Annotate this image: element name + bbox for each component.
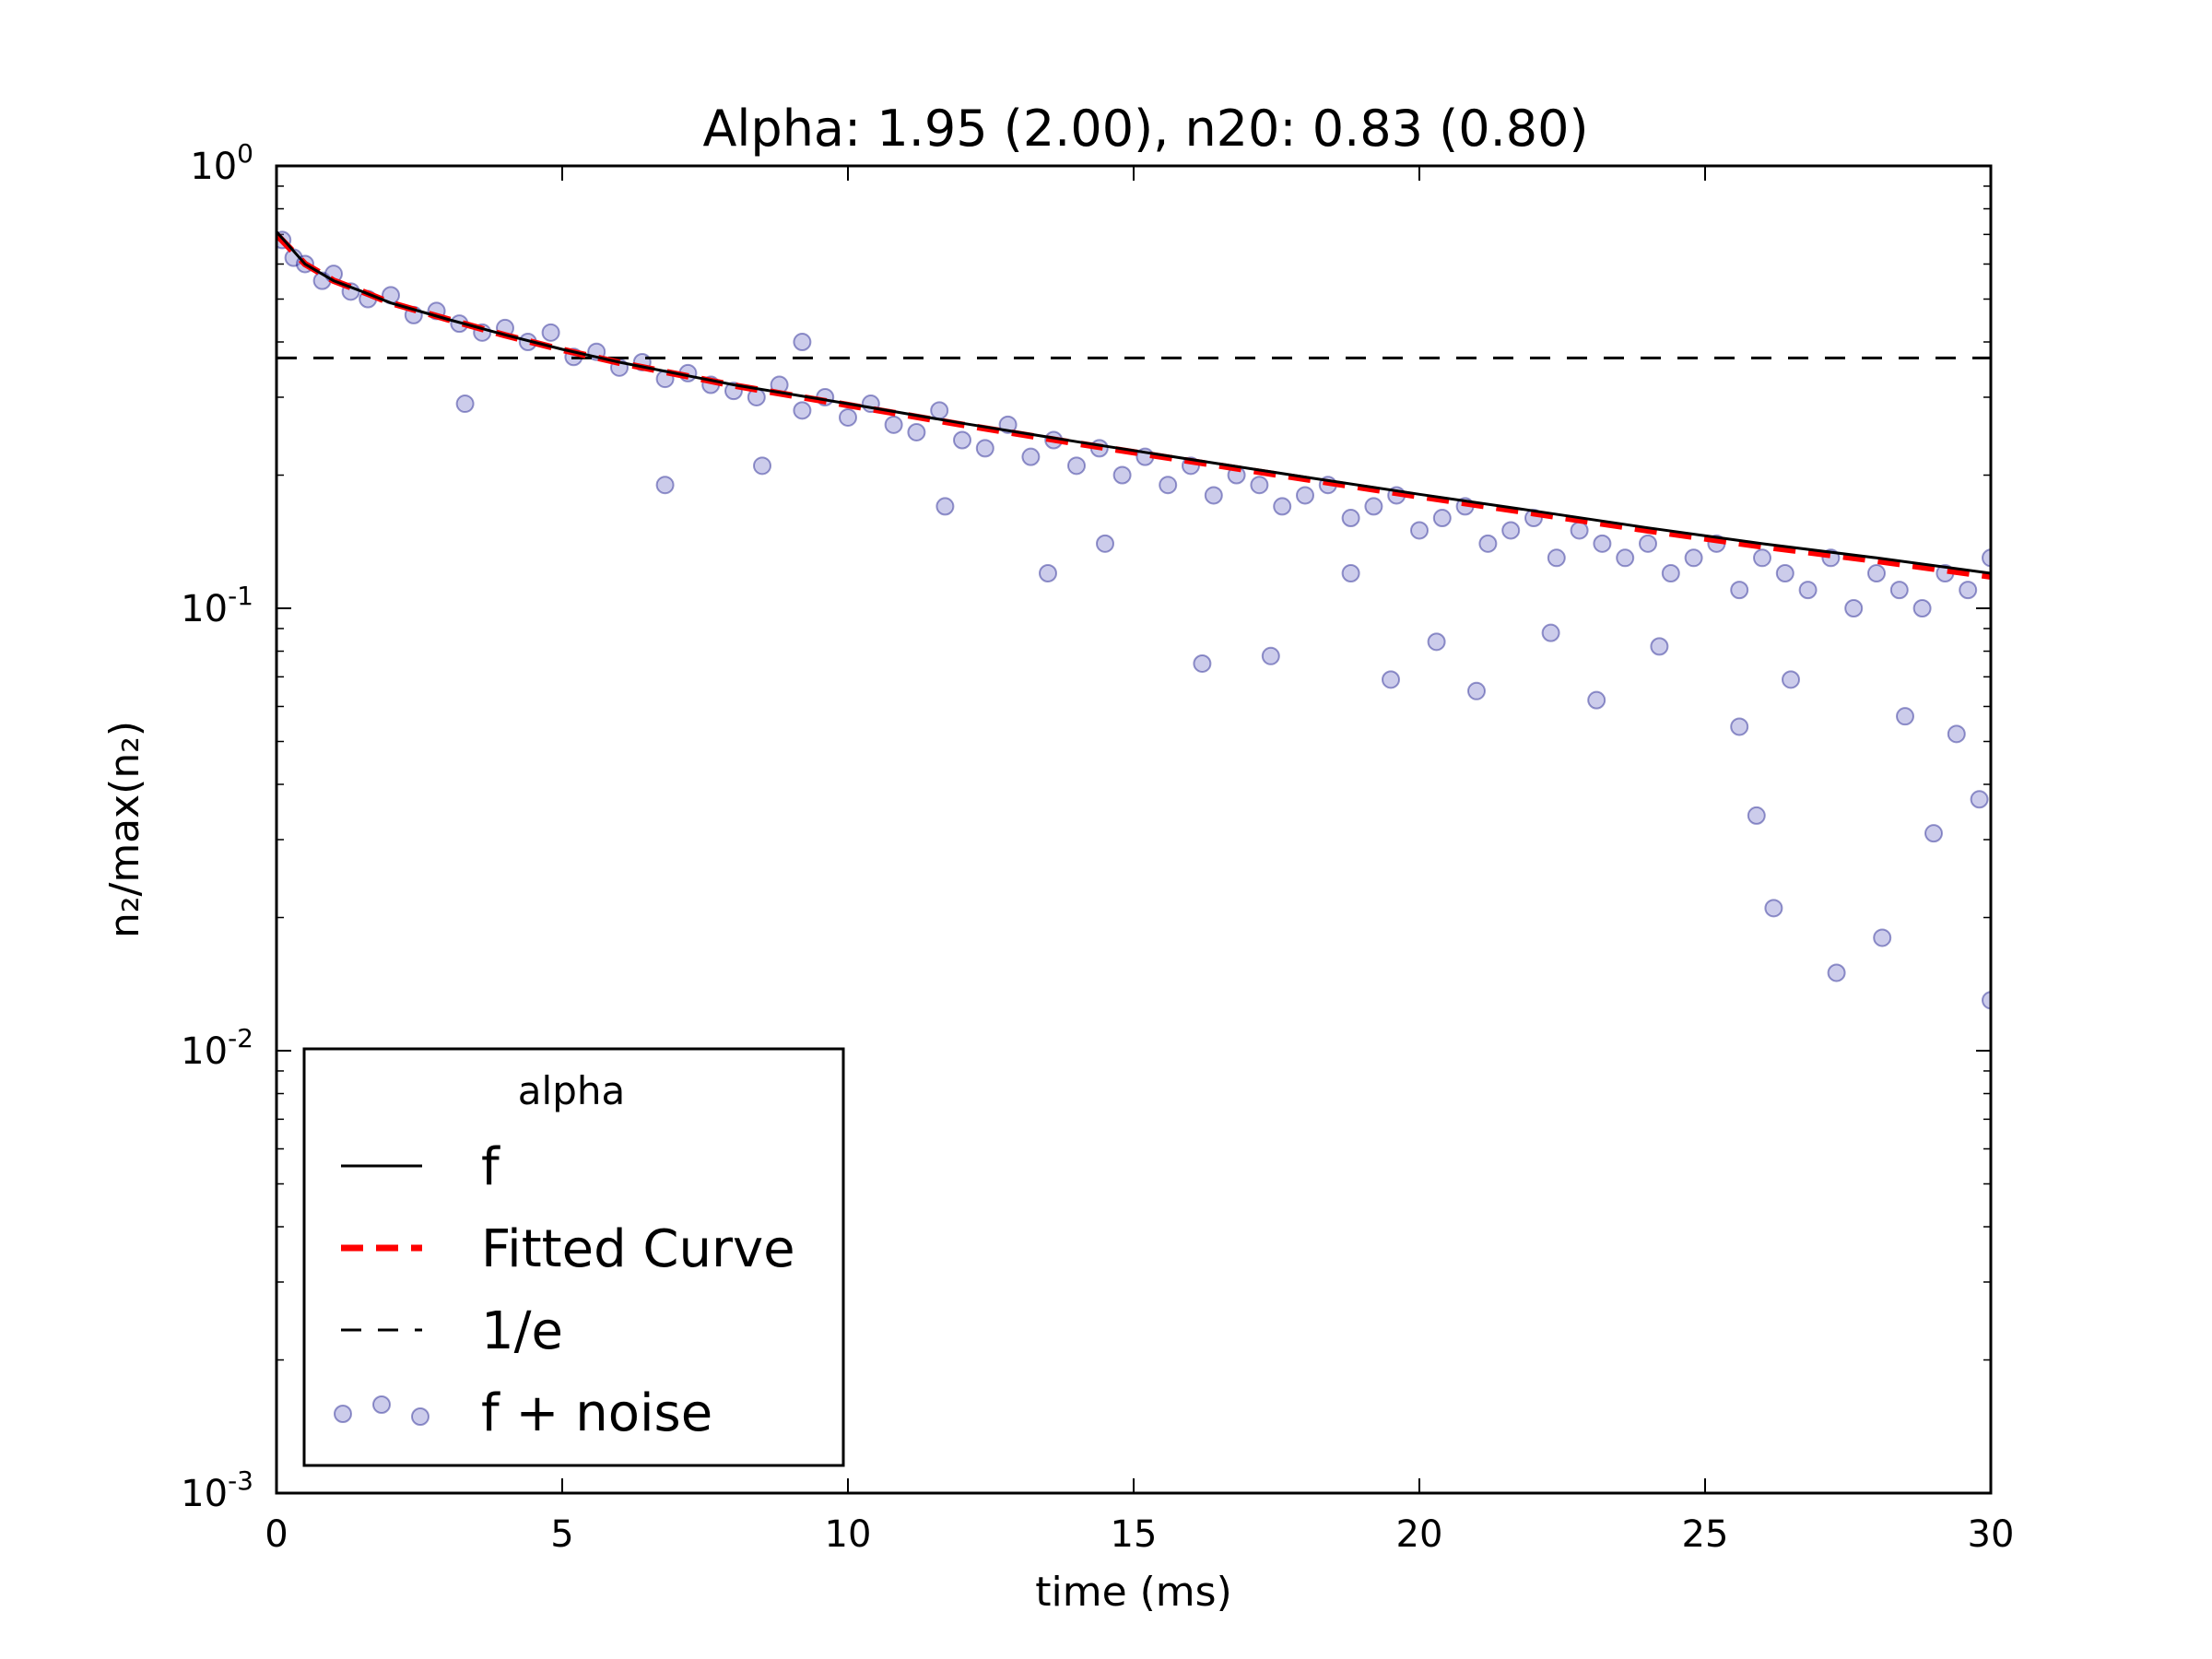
noise-point [930, 401, 949, 420]
noise-point [1467, 681, 1486, 700]
noise-point [1873, 928, 1892, 947]
noise-point [1730, 581, 1749, 600]
legend: alpha f Fitted Curve 1/e f + noise [302, 1047, 845, 1467]
noise-point [1364, 497, 1383, 516]
noise-point [793, 333, 812, 352]
noise-point [1159, 476, 1178, 495]
noise-point [953, 430, 971, 450]
noise-point [1193, 653, 1212, 673]
legend-box [302, 1047, 845, 1467]
noise-point [1889, 581, 1909, 600]
noise-point [975, 439, 994, 458]
noise-point [753, 456, 771, 476]
noise-point [1593, 534, 1612, 553]
noise-point [1204, 486, 1223, 505]
legend-label-one-over-e: 1/e [481, 1301, 563, 1361]
x-tick-label: 15 [1111, 1513, 1158, 1556]
x-tick-label: 25 [1682, 1513, 1729, 1556]
data-layer [276, 230, 1991, 1010]
noise-point [1427, 632, 1446, 652]
noise-point [1947, 724, 1966, 744]
legend-label-fitted-curve: Fitted Curve [481, 1219, 795, 1279]
noise-point [1039, 563, 1057, 582]
noise-point [1844, 599, 1864, 618]
legend-title: alpha [518, 1068, 625, 1113]
noise-point [1775, 563, 1794, 582]
noise-point [1296, 486, 1314, 505]
noise-point [1798, 581, 1818, 600]
noise-point [935, 497, 955, 516]
y-tick-label: 10-2 [181, 1023, 253, 1073]
noise-point [1867, 563, 1886, 582]
noise-point [1753, 548, 1771, 568]
noise-point [1112, 465, 1132, 485]
y-tick-label: 10-3 [181, 1465, 253, 1515]
noise-point [1747, 806, 1766, 825]
legend-swatch-marker [411, 1407, 429, 1426]
noise-point [1021, 447, 1041, 466]
noise-point [1410, 521, 1429, 540]
noise-point [1478, 534, 1498, 553]
noise-point [1501, 521, 1521, 540]
plot-frame [275, 164, 1993, 1495]
noise-point [1924, 824, 1943, 843]
noise-point [1684, 548, 1703, 568]
noise-point [1570, 521, 1589, 540]
noise-point [1341, 563, 1360, 582]
noise-point [907, 422, 926, 441]
noise-point [541, 323, 560, 342]
noise-point [1067, 456, 1086, 476]
noise-point [1896, 707, 1914, 726]
noise-point [1432, 509, 1452, 528]
x-tick-label: 30 [1968, 1513, 2015, 1556]
noise-point [1096, 534, 1114, 553]
noise-point [1341, 509, 1360, 528]
noise-point [455, 394, 475, 414]
tick-labels: 0 5 10 15 20 25 30 100 10-1 10-2 10-3 [181, 138, 2014, 1556]
noise-point [1970, 790, 1989, 809]
y-tick-label: 100 [190, 138, 253, 188]
noise-point [1782, 670, 1800, 689]
noise-point [655, 476, 675, 495]
noise-point [1616, 548, 1635, 568]
x-tick-label: 10 [825, 1513, 872, 1556]
noise-point [1982, 548, 1991, 568]
noise-point [1650, 637, 1669, 656]
noise-point [1982, 991, 1991, 1010]
noise-point [1730, 717, 1749, 736]
noise-point [1547, 548, 1566, 568]
noise-point [1639, 534, 1657, 553]
noise-point [793, 401, 812, 420]
noise-point [839, 407, 857, 427]
noise-point [1661, 563, 1680, 582]
f-line [276, 230, 1991, 575]
legend-label-f: f [481, 1137, 500, 1197]
noise-point [1382, 670, 1400, 689]
noise-point [1764, 899, 1783, 918]
x-tick-label: 5 [550, 1513, 573, 1556]
x-tick-label: 20 [1396, 1513, 1443, 1556]
legend-swatch-marker [334, 1405, 352, 1423]
noise-point [1827, 963, 1846, 982]
noise-point [1250, 476, 1269, 495]
noise-point [1261, 646, 1280, 665]
noise-point [1273, 497, 1292, 516]
noise-point [1959, 581, 1978, 600]
x-axis-label: time (ms) [1035, 1569, 1232, 1616]
noise-point [884, 415, 903, 434]
noise-point [1912, 599, 1932, 618]
legend-label-noise: f + noise [481, 1383, 712, 1443]
chart-title: Alpha: 1.95 (2.00), n20: 0.83 (0.80) [702, 100, 1588, 158]
y-axis-label: n₂/max(n₂) [101, 721, 148, 938]
noise-point [1587, 690, 1606, 710]
legend-swatch-marker [372, 1395, 391, 1414]
noise-point [1541, 623, 1560, 642]
y-tick-label: 10-1 [181, 581, 253, 630]
x-tick-label: 0 [265, 1513, 288, 1556]
